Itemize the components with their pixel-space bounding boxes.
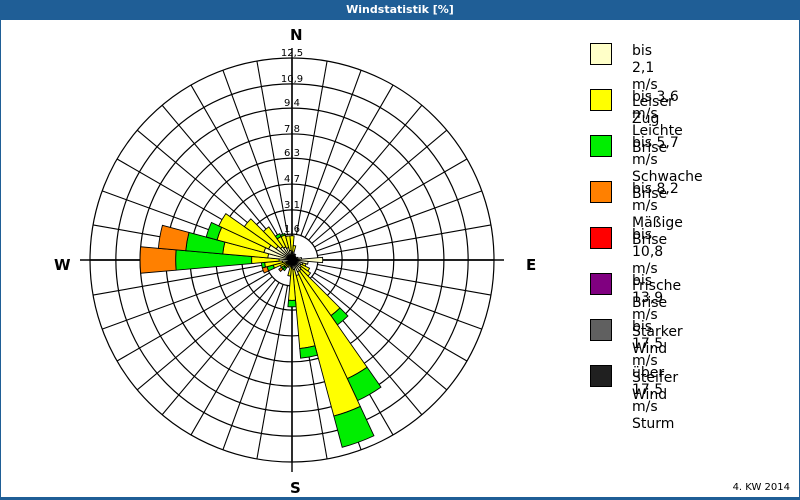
wind-sector-330 xyxy=(274,233,282,240)
wind-sector-230 xyxy=(278,266,284,273)
legend-swatch xyxy=(590,273,612,295)
legend-range: bis 13,9 m/s xyxy=(632,273,664,323)
wind-sector-300 xyxy=(218,213,272,250)
legend-label: Starker Wind xyxy=(632,324,683,357)
legend-swatch xyxy=(590,89,612,111)
legend-label: Schwache Brise xyxy=(632,169,703,202)
legend-label: Mäßige Brise xyxy=(632,215,683,248)
wind-sector-90 xyxy=(291,256,324,264)
ring-label: 9,4 xyxy=(284,98,300,109)
legend-label: Steifer Wind xyxy=(632,370,679,403)
legend-swatch xyxy=(590,227,612,249)
legend-swatch xyxy=(590,181,612,203)
ring-label: 7,8 xyxy=(284,124,300,135)
ring-label: 3,1 xyxy=(284,200,300,211)
window-bottom-border xyxy=(0,497,800,500)
legend-label: Sturm xyxy=(632,416,675,432)
legend-swatch xyxy=(590,319,612,341)
window-title: Windstatistik [%] xyxy=(0,0,800,20)
wind-sector-340 xyxy=(279,232,286,238)
wind-sector-320 xyxy=(262,226,284,250)
wind-sector-170 xyxy=(299,345,319,359)
ring-label: 6,3 xyxy=(284,148,300,159)
ring-label: 4,7 xyxy=(284,174,300,185)
wind-sector-350 xyxy=(285,235,292,252)
legend-range: bis 5,7 m/s xyxy=(632,135,679,168)
legend-swatch xyxy=(590,43,612,65)
compass-south-label: S xyxy=(290,479,301,497)
legend-label: Frische Brise xyxy=(632,278,682,311)
wind-sector-290 xyxy=(205,221,223,241)
legend-range: bis 8,2 m/s xyxy=(632,181,679,214)
period-label: 4. KW 2014 xyxy=(732,482,790,493)
wind-sector-190 xyxy=(287,265,292,277)
legend-label: Leichte Brise xyxy=(632,123,683,156)
legend-range: über 17,5 m/s xyxy=(632,365,665,415)
ring-label: 12,5 xyxy=(281,48,303,59)
legend-swatch xyxy=(590,135,612,157)
wind-sector-180 xyxy=(287,299,297,308)
wind-rose-chart: 1,6 3,1 4,7 6,3 7,8 9,4 10,9 12,5 xyxy=(80,48,504,472)
compass-east-label: E xyxy=(526,256,537,274)
legend-label: Leiser Zug xyxy=(632,94,674,127)
legend-range: bis 3,6 m/s xyxy=(632,89,679,122)
ring-label: 1,6 xyxy=(284,224,300,235)
legend-range: bis 10,8 m/s xyxy=(632,227,664,277)
wind-sector-160 xyxy=(333,405,375,448)
legend-swatch xyxy=(590,365,612,387)
wind-sector-310 xyxy=(243,218,279,250)
compass-west-label: W xyxy=(54,256,71,274)
ring-label: 10,9 xyxy=(281,74,303,85)
wind-sector-280 xyxy=(157,224,190,252)
wind-sector-260 xyxy=(260,261,267,269)
wind-sector-270 xyxy=(139,246,177,274)
legend-range: bis 17,5 m/s xyxy=(632,319,664,369)
compass-north-label: N xyxy=(290,26,303,44)
legend-range: bis 2,1 m/s xyxy=(632,43,658,93)
wind-sector-10 xyxy=(292,245,297,253)
